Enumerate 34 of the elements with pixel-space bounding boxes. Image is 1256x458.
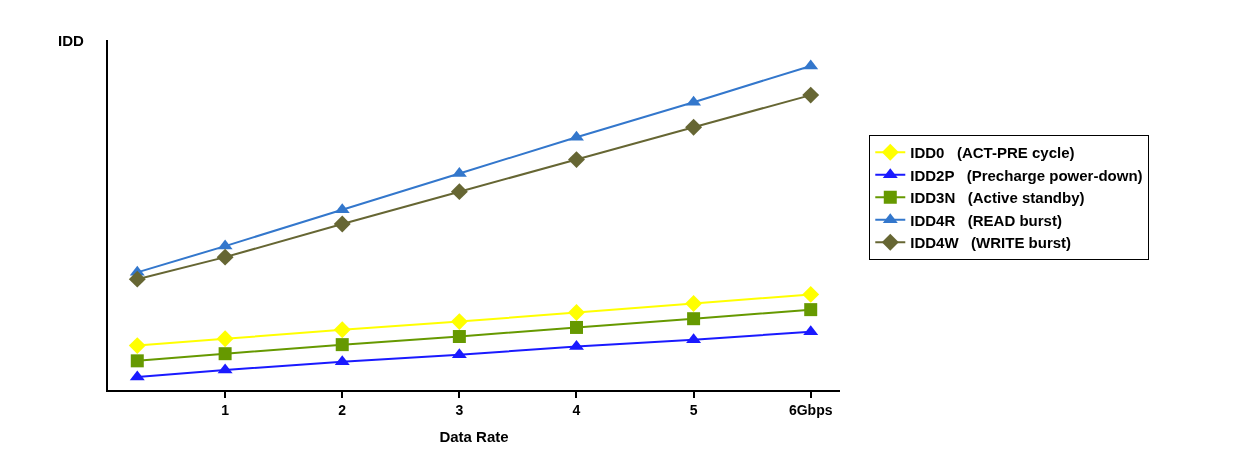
- legend-label: IDD3N (Active standby): [910, 189, 1085, 207]
- x-tick-label: 2: [338, 401, 347, 418]
- legend-label: IDD4W (WRITE burst): [910, 234, 1072, 252]
- x-tick-label: 3: [455, 401, 464, 418]
- point: [568, 304, 585, 321]
- point: [568, 151, 585, 169]
- point: [685, 118, 703, 136]
- point: [802, 285, 820, 303]
- point: [216, 330, 234, 348]
- x-tick-label: 4: [572, 401, 581, 418]
- point: [216, 248, 234, 266]
- point: [333, 215, 351, 233]
- x-tick-label: 1: [221, 401, 230, 418]
- x-tick-label: 6Gbps: [788, 401, 833, 418]
- point: [452, 330, 466, 344]
- legend-label: IDD4R (READ burst): [910, 211, 1062, 229]
- point: [333, 321, 351, 339]
- y-axis-title: IDD: [58, 32, 84, 49]
- legend-label: IDD0 (ACT-PRE cycle): [910, 144, 1075, 162]
- x-tick-label: 5: [689, 401, 698, 418]
- point: [569, 320, 583, 334]
- point: [802, 86, 820, 104]
- point: [804, 303, 818, 317]
- point: [128, 337, 146, 355]
- point: [685, 295, 703, 312]
- point: [128, 270, 146, 288]
- legend-label: IDD2P (Precharge power-down): [910, 166, 1143, 184]
- point: [130, 354, 144, 368]
- point: [335, 338, 349, 352]
- x-axis-title: Data Rate: [439, 428, 509, 446]
- point: [687, 312, 701, 326]
- point: [450, 313, 468, 331]
- point: [218, 347, 232, 361]
- point: [450, 183, 468, 201]
